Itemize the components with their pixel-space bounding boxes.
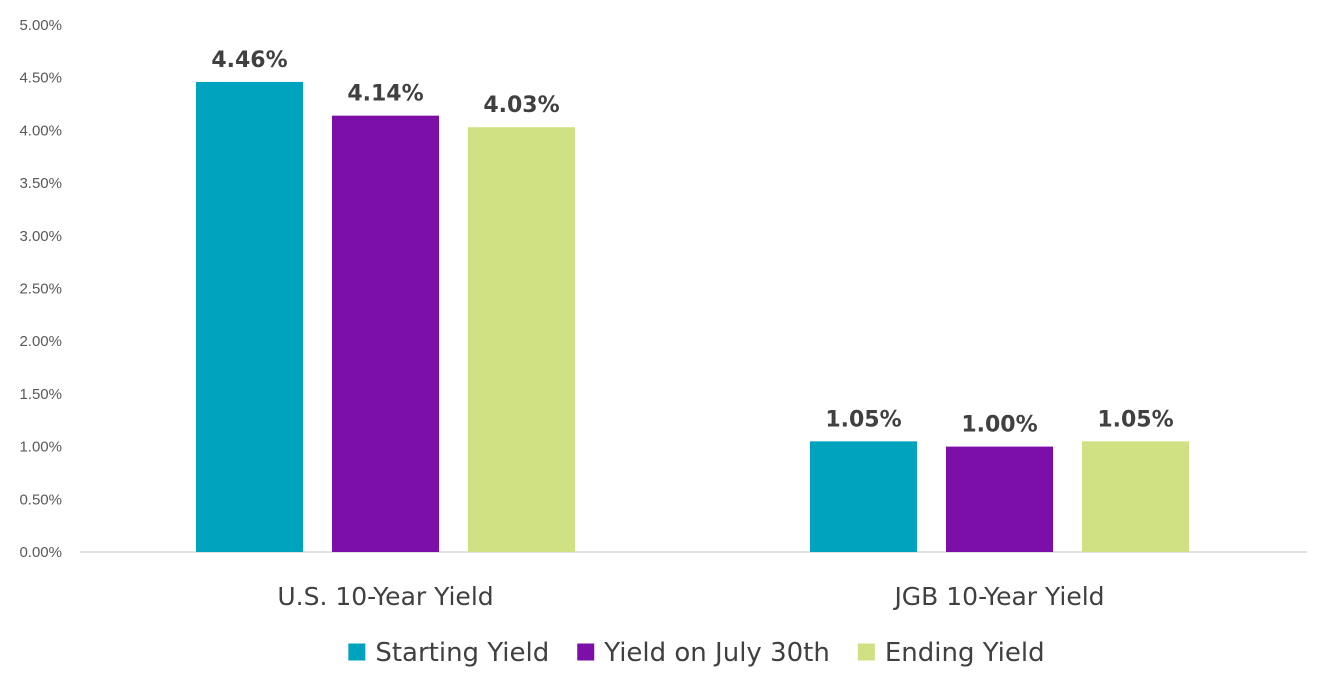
y-tick-label: 1.50% xyxy=(19,386,62,403)
y-tick-label: 0.00% xyxy=(19,544,62,561)
legend-label: Yield on July 30th xyxy=(603,638,830,668)
legend-swatch xyxy=(857,643,875,661)
bars xyxy=(196,81,1189,553)
y-tick-label: 4.00% xyxy=(19,122,62,139)
data-label: 4.46% xyxy=(211,48,287,73)
bar xyxy=(810,441,917,552)
y-tick-label: 0.50% xyxy=(19,491,62,508)
legend-item: Yield on July 30th xyxy=(577,638,830,668)
legend-item: Ending Yield xyxy=(857,638,1045,668)
data-labels: 4.46% 1.05% 4.14% 1.00% 4.03% 1.05% xyxy=(211,48,1173,438)
y-tick-label: 2.00% xyxy=(19,333,62,350)
y-tick-label: 2.50% xyxy=(19,281,62,298)
legend-swatch xyxy=(348,643,366,661)
legend-label: Ending Yield xyxy=(885,638,1045,668)
y-tick-label: 5.00% xyxy=(19,17,62,34)
category-labels: U.S. 10-Year Yield JGB 10-Year Yield xyxy=(277,582,1104,611)
category-label: U.S. 10-Year Yield xyxy=(277,582,493,611)
bar xyxy=(196,81,303,552)
y-tick-label: 3.00% xyxy=(19,228,62,245)
y-tick-label: 4.50% xyxy=(19,70,62,87)
legend-item: Starting Yield xyxy=(348,638,549,668)
y-tick-label: 1.00% xyxy=(19,439,62,456)
y-axis-tick-labels: 0.00% 0.50% 1.00% 1.50% 2.00% 2.50% 3.00% 3.50%… xyxy=(19,17,62,561)
bar xyxy=(468,127,575,552)
bar xyxy=(1082,441,1189,552)
data-label: 1.00% xyxy=(961,413,1037,438)
legend-swatch xyxy=(577,643,595,661)
bar xyxy=(332,115,439,553)
data-label: 4.14% xyxy=(347,82,423,107)
data-label: 4.03% xyxy=(483,93,559,118)
legend-label: Starting Yield xyxy=(375,638,549,668)
bar xyxy=(946,446,1053,552)
data-label: 1.05% xyxy=(1097,407,1173,432)
y-tick-label: 3.50% xyxy=(19,175,62,192)
data-label: 1.05% xyxy=(825,407,901,432)
legend: Starting Yield Yield on July 30th Ending Y… xyxy=(348,638,1045,668)
category-label: JGB 10-Year Yield xyxy=(892,582,1104,611)
